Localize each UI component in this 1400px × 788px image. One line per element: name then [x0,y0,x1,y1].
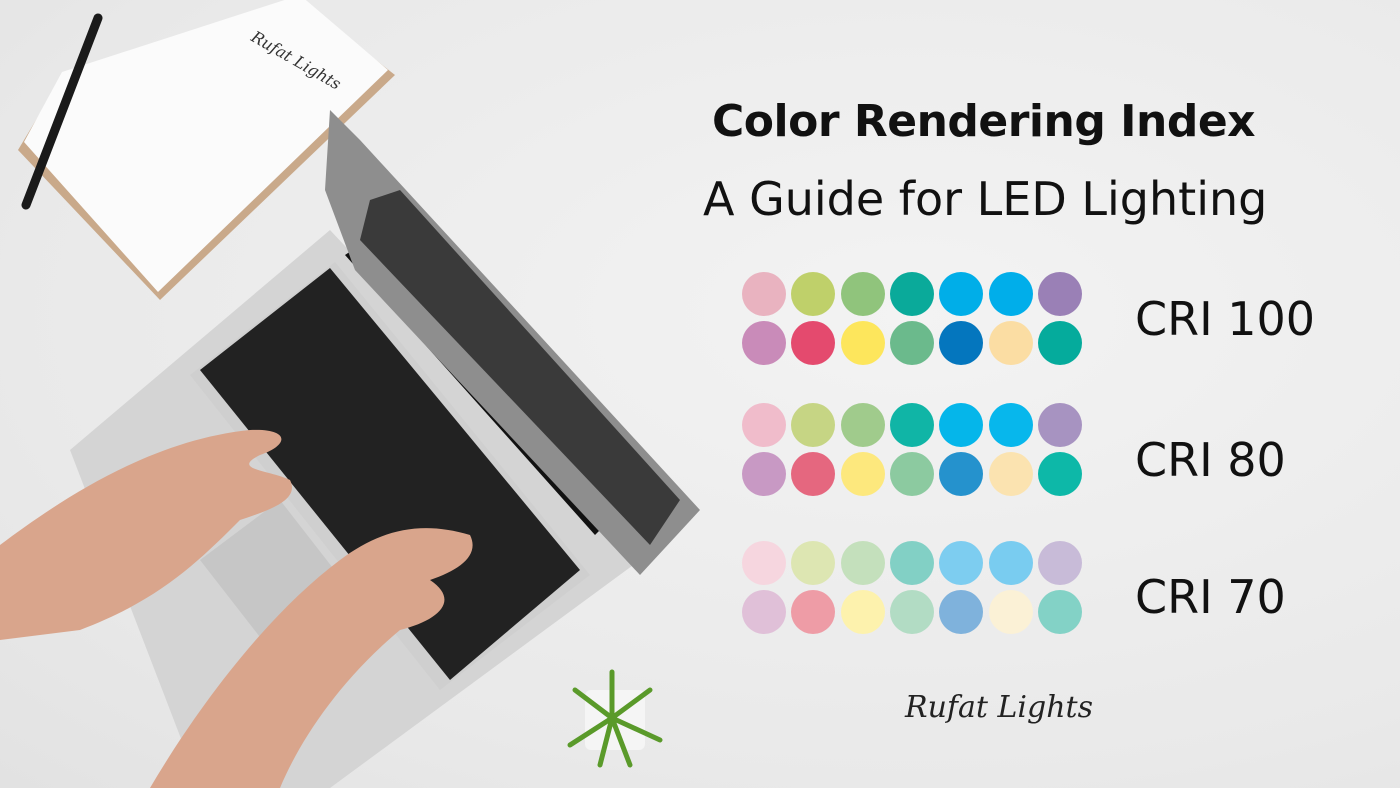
color-swatch [939,590,984,634]
subtitle: A Guide for LED Lighting [703,172,1268,226]
color-swatch [939,452,984,496]
color-swatch [988,452,1033,496]
color-swatch [889,590,934,634]
hands [0,429,473,788]
color-swatch [840,272,885,316]
cri-80-label: CRI 80 [1135,433,1286,487]
cri-100-label: CRI 100 [1135,292,1316,346]
color-swatch [939,272,984,316]
plant [567,669,663,768]
color-swatch [988,321,1033,365]
color-swatch [889,321,934,365]
color-swatch [988,541,1033,585]
color-swatch [742,452,786,496]
color-swatch [742,590,786,634]
color-swatch [742,272,786,316]
color-swatch [889,541,934,585]
pen [21,13,103,210]
color-swatch [791,403,836,447]
color-swatch [1037,452,1082,496]
title: Color Rendering Index [712,96,1256,147]
color-swatch [988,590,1033,634]
color-swatch [988,272,1033,316]
color-swatch [840,541,885,585]
color-swatch [939,541,984,585]
color-swatch [1037,272,1082,316]
desk-photo: Rufat Lights [0,0,700,788]
brand-logo: Rufat Lights [905,690,1093,725]
color-swatch [939,403,984,447]
color-swatch [840,452,885,496]
color-swatch [889,452,934,496]
color-swatch [889,272,934,316]
color-swatch [1037,321,1082,365]
color-swatch [742,541,786,585]
color-swatch [840,590,885,634]
color-swatch [939,321,984,365]
color-swatch [791,321,836,365]
notebook: Rufat Lights [18,0,395,300]
color-swatch [791,590,836,634]
color-swatch [889,403,934,447]
color-swatch [1037,590,1082,634]
color-swatch [840,321,885,365]
color-swatch [840,403,885,447]
color-swatch [791,452,836,496]
color-swatch [1037,403,1082,447]
color-swatch [742,403,786,447]
color-swatch [791,272,836,316]
color-swatch [742,321,786,365]
color-swatch [791,541,836,585]
color-swatch [988,403,1033,447]
laptop [70,110,700,788]
cri-70-label: CRI 70 [1135,570,1286,624]
color-swatch [1037,541,1082,585]
